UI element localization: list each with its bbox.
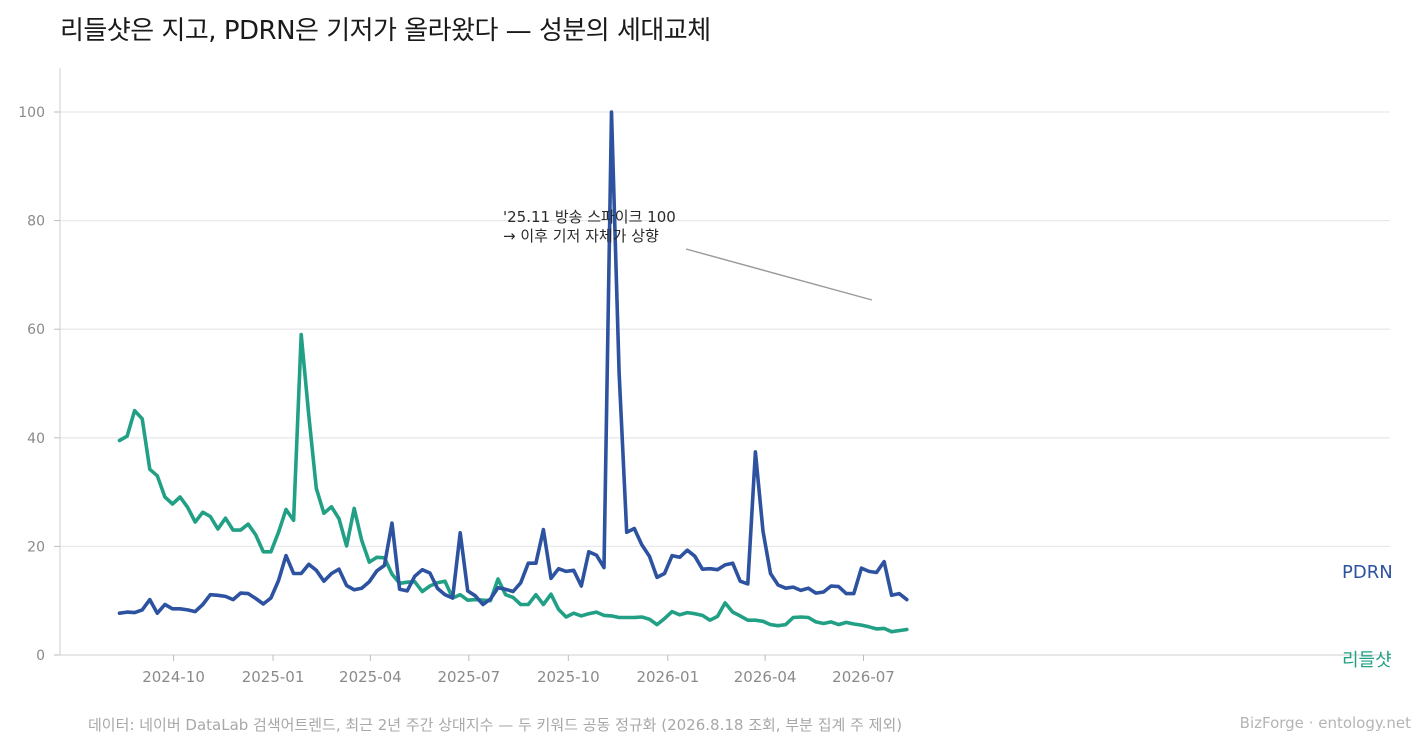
x-ticks: 2024-10 2025-01 2025-04 2025-07 2025-10 2026-…	[142, 655, 895, 686]
series-line-pdrn	[117, 110, 909, 616]
y-tick-label: 100	[18, 105, 45, 121]
y-tick-label: 0	[36, 648, 45, 664]
line-chart: 0 20 40 60 80 100 2024-10 2025-01 2025-04 2025-0…	[18, 68, 1393, 686]
x-tick-label: 2026-07	[832, 668, 895, 686]
chart-title: 리들샷은 지고, PDRN은 기저가 올라왔다 — 성분의 세대교체	[60, 16, 711, 46]
y-tick-label: 60	[27, 322, 45, 338]
brand-credit: BizForge · entology.net	[1239, 714, 1411, 732]
x-tick-label: 2025-07	[437, 668, 500, 686]
series-end-labels: 리들샷 PDRN	[1342, 562, 1393, 671]
y-tick-label: 40	[27, 431, 45, 447]
series-line-reedle-shot	[117, 332, 909, 634]
annotation-line-2: → 이후 기저 자체가 상향	[503, 227, 659, 245]
series-label-pdrn: PDRN	[1342, 562, 1393, 583]
x-tick-label: 2025-01	[242, 668, 305, 686]
x-tick-label: 2026-04	[734, 668, 797, 686]
x-tick-label: 2025-04	[339, 668, 402, 686]
series-lines	[117, 110, 909, 634]
y-tick-label: 80	[27, 214, 45, 230]
y-gridlines	[60, 111, 1390, 548]
data-source-note: 데이터: 네이버 DataLab 검색어트렌드, 최근 2년 주간 상대지수 —…	[88, 716, 903, 734]
annotation-line-1: '25.11 방송 스파이크 100	[503, 208, 676, 226]
y-tick-label: 20	[27, 539, 45, 555]
x-tick-label: 2024-10	[142, 668, 205, 686]
spike-annotation: '25.11 방송 스파이크 100 → 이후 기저 자체가 상향	[503, 208, 873, 301]
y-ticks: 0 20 40 60 80 100	[18, 105, 60, 664]
series-label-reedle-shot: 리들샷	[1342, 650, 1392, 671]
annotation-leader-line	[685, 248, 873, 301]
x-tick-label: 2026-01	[636, 668, 699, 686]
x-tick-label: 2025-10	[537, 668, 600, 686]
